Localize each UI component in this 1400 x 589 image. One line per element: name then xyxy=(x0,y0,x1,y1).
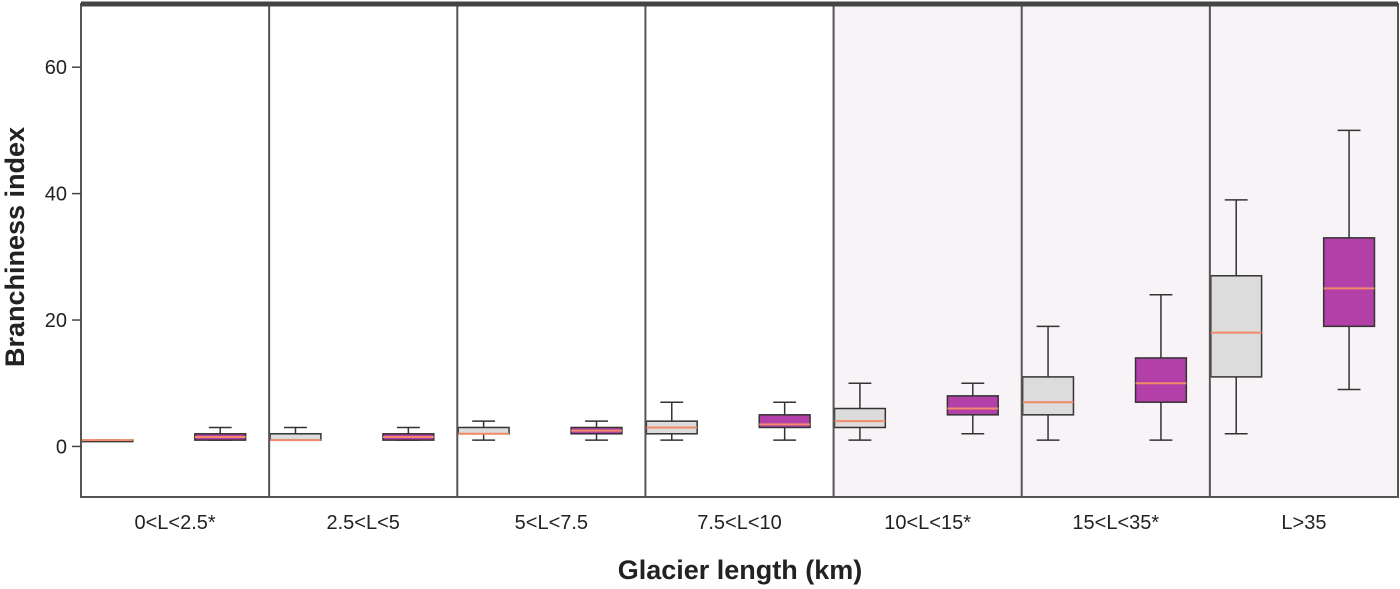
x-tick-label: 0<L<2.5* xyxy=(134,512,215,534)
x-tick-label: 5<L<7.5 xyxy=(515,512,588,534)
x-axis-title: Glacier length (km) xyxy=(618,555,863,585)
y-tick-label: 60 xyxy=(45,57,67,79)
box xyxy=(1021,376,1075,416)
x-tick-label: L>35 xyxy=(1281,512,1326,534)
box xyxy=(1134,357,1188,403)
category-panels xyxy=(833,4,1398,497)
x-axis-ticks: 0<L<2.5* 2.5<L<5 5<L<7.5 7.5<L<10 10<L<15* 15… xyxy=(134,512,1326,534)
panel-shade xyxy=(1021,4,1210,497)
box xyxy=(1322,237,1376,328)
box xyxy=(833,407,887,429)
y-axis-title: Branchiness index xyxy=(0,127,30,367)
axes xyxy=(80,1,1399,498)
box xyxy=(758,414,811,429)
y-axis-ticks: 0 20 40 60 xyxy=(45,57,81,458)
box-plot-series xyxy=(81,129,1376,443)
box xyxy=(946,395,999,416)
x-tick-label: 2.5<L<5 xyxy=(327,512,400,534)
y-tick-label: 20 xyxy=(45,310,67,332)
x-tick-label: 7.5<L<10 xyxy=(697,512,782,534)
x-tick-label: 15<L<35* xyxy=(1072,512,1159,534)
y-tick-label: 40 xyxy=(45,184,67,206)
x-tick-label: 10<L<15* xyxy=(884,512,971,534)
y-tick-label: 0 xyxy=(56,436,67,458)
box xyxy=(1210,275,1263,378)
